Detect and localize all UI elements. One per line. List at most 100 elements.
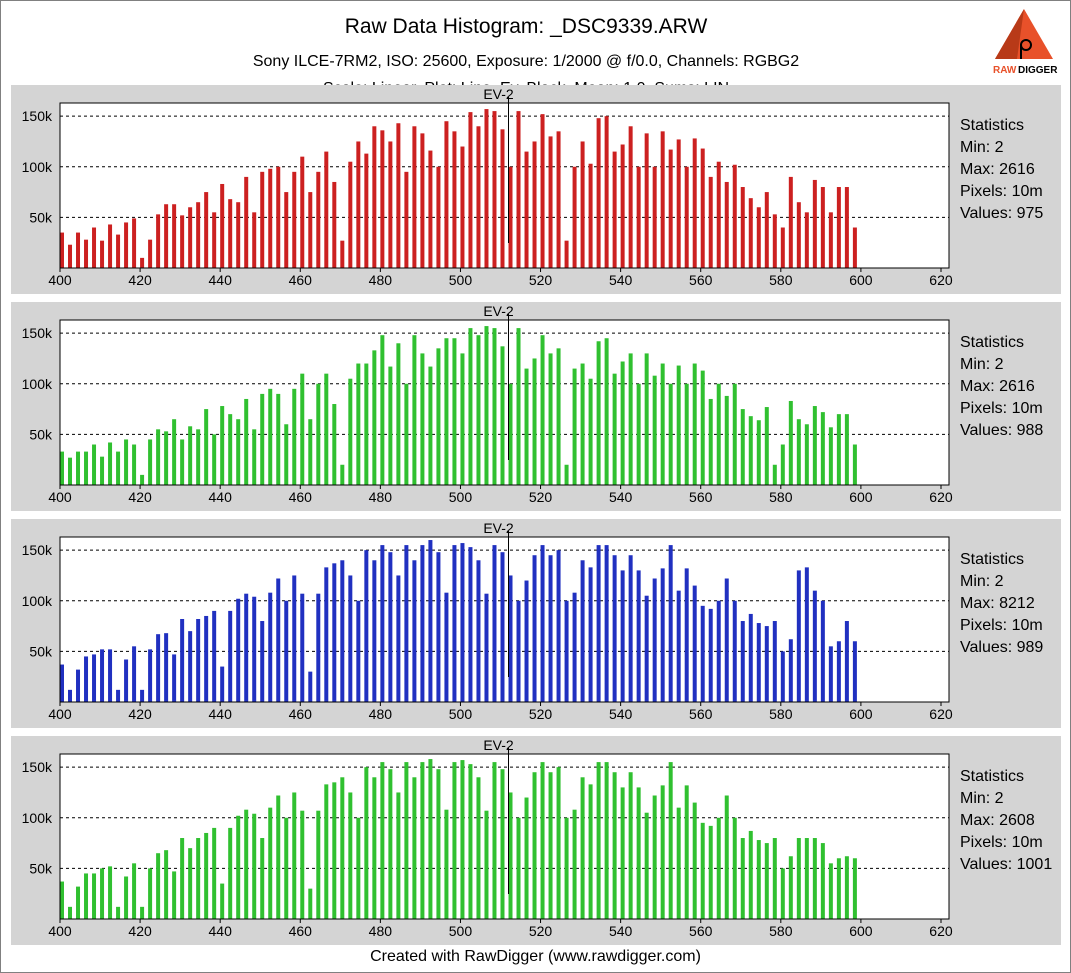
histogram-bar	[524, 580, 529, 702]
x-tick-label: 520	[529, 489, 553, 505]
x-tick-label: 580	[769, 706, 793, 722]
histogram-bar	[836, 414, 841, 485]
histogram-bar	[596, 341, 601, 485]
histogram-bar	[188, 207, 193, 268]
histogram-bar	[612, 151, 617, 268]
x-tick-label: 500	[449, 272, 473, 288]
histogram-bar	[508, 383, 513, 485]
histogram-bar	[444, 338, 449, 485]
x-tick-label: 400	[48, 706, 72, 722]
histogram-bar	[276, 166, 281, 268]
histogram-bar	[364, 363, 369, 485]
x-tick-label: 620	[929, 923, 953, 939]
x-tick-label: 540	[609, 272, 633, 288]
histogram-bar	[356, 817, 361, 919]
histogram-bar	[612, 373, 617, 485]
histogram-bar	[108, 866, 113, 919]
histogram-bar	[212, 434, 217, 485]
histogram-bar	[228, 414, 233, 485]
histogram-bar	[660, 568, 665, 702]
histogram-bar	[716, 161, 721, 268]
histogram-bar	[788, 639, 793, 702]
histogram-bar	[700, 822, 705, 919]
histogram-bar	[788, 176, 793, 268]
histogram-bar	[580, 560, 585, 702]
histogram-bar	[740, 187, 745, 268]
x-tick-label: 420	[128, 923, 152, 939]
histogram-bar	[100, 240, 105, 268]
y-tick-label: 50k	[29, 426, 53, 442]
plot-border	[59, 102, 950, 269]
histogram-bar	[340, 464, 345, 485]
histogram-bar	[388, 141, 393, 268]
histogram-bar	[116, 451, 121, 485]
histogram-bar	[356, 141, 361, 268]
histogram-bar	[324, 373, 329, 485]
histogram-bar	[636, 787, 641, 919]
histogram-bar	[532, 141, 537, 268]
y-tick-label: 50k	[29, 209, 53, 225]
histogram-bar	[412, 126, 417, 268]
histogram-bar	[676, 365, 681, 485]
histogram-bar	[340, 240, 345, 268]
histogram-bar	[636, 166, 641, 268]
histogram-bar	[516, 817, 521, 919]
histogram-bar	[108, 649, 113, 702]
histogram-bar	[204, 409, 209, 485]
histogram-bar	[468, 328, 473, 485]
histogram-bar	[460, 146, 465, 268]
histogram-bar	[164, 850, 169, 919]
stats-values: Values: 1001	[960, 856, 1053, 873]
histogram-bar	[220, 183, 225, 268]
histogram-bar	[820, 412, 825, 485]
x-tick-label: 440	[209, 272, 233, 288]
stats-values: Values: 989	[960, 639, 1044, 656]
green2-histogram-plot: 50k 100k 150k EV-2 400 420 440 460 480 500 520 540 5…	[22, 737, 953, 939]
histogram-bar	[628, 353, 633, 485]
x-tick-label: 480	[369, 489, 393, 505]
histogram-bar	[140, 474, 145, 485]
histogram-bar	[844, 856, 849, 919]
histogram-bar	[316, 171, 321, 268]
histogram-bar	[124, 659, 129, 702]
histogram-bar	[84, 451, 89, 485]
x-tick-label: 600	[849, 272, 873, 288]
histogram-bar	[812, 838, 817, 919]
x-tick-label: 400	[48, 923, 72, 939]
histogram-bar	[196, 838, 201, 919]
histogram-bar	[644, 595, 649, 702]
histogram-bar	[76, 451, 81, 485]
histogram-bar	[644, 353, 649, 485]
histogram-bar	[556, 767, 561, 919]
histogram-bar	[756, 207, 761, 268]
histogram-bar	[684, 383, 689, 485]
histogram-bar	[516, 111, 521, 268]
histogram-bar	[660, 785, 665, 919]
histogram-bar	[780, 444, 785, 485]
histogram-bar	[820, 600, 825, 702]
histogram-bar	[204, 615, 209, 702]
histogram-bar	[196, 202, 201, 268]
histogram-bar	[100, 649, 105, 702]
histogram-bar	[284, 600, 289, 702]
histogram-bar	[636, 570, 641, 702]
histogram-bar	[692, 138, 697, 268]
histogram-bar	[172, 871, 177, 919]
histogram-bar	[500, 769, 505, 919]
histogram-bar	[852, 227, 857, 268]
x-tick-label: 520	[529, 706, 553, 722]
x-tick-label: 480	[369, 923, 393, 939]
histogram-bar	[548, 136, 553, 268]
histogram-bar	[396, 343, 401, 485]
x-tick-label: 440	[209, 489, 233, 505]
histogram-bar	[268, 168, 273, 268]
plot-area	[60, 103, 949, 268]
x-tick-label: 540	[609, 923, 633, 939]
histogram-bar	[676, 139, 681, 268]
histogram-bar	[148, 649, 153, 702]
histogram-bar	[276, 578, 281, 702]
histogram-bar	[316, 593, 321, 702]
x-tick-label: 480	[369, 706, 393, 722]
footer-credit: Created with RawDigger (www.rawdigger.co…	[370, 948, 701, 965]
histogram-bar	[540, 545, 545, 702]
